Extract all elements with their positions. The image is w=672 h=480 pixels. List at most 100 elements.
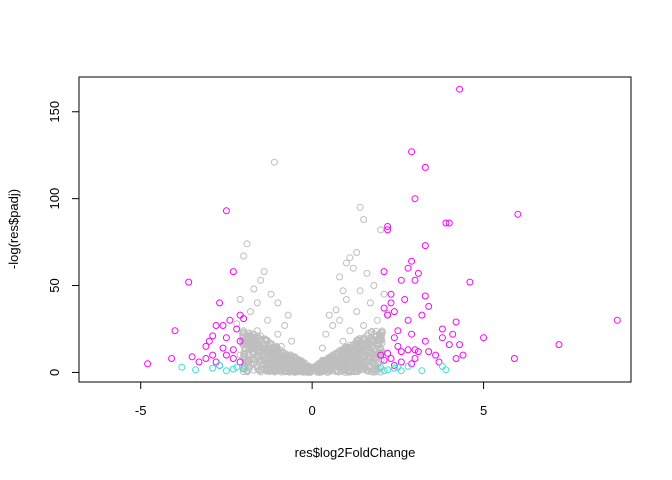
data-point-gray xyxy=(297,364,305,371)
data-point-magenta xyxy=(397,276,405,284)
data-point-gray xyxy=(315,362,323,369)
data-point-gray xyxy=(272,367,280,375)
data-point-gray xyxy=(373,316,381,324)
data-point-gray xyxy=(274,299,282,307)
data-point-magenta xyxy=(445,341,453,349)
data-point-cyan xyxy=(397,367,405,375)
data-point-magenta xyxy=(425,348,433,356)
data-point-gray xyxy=(363,332,371,340)
data-point-magenta xyxy=(384,349,392,357)
data-point-gray xyxy=(363,269,371,277)
data-point-gray xyxy=(271,361,279,369)
data-point-magenta xyxy=(411,195,419,203)
data-point-cyan xyxy=(233,363,241,371)
data-point-gray xyxy=(380,290,388,298)
data-point-gray xyxy=(243,240,251,248)
data-point-cyan xyxy=(394,363,402,371)
data-point-magenta xyxy=(411,346,419,354)
data-point-magenta xyxy=(171,327,179,335)
data-point-gray xyxy=(326,363,334,371)
data-point-gray xyxy=(360,216,368,223)
data-point-gray xyxy=(356,287,364,295)
data-point-magenta xyxy=(168,355,176,362)
data-point-cyan xyxy=(380,367,388,375)
data-point-magenta xyxy=(421,337,429,345)
data-point-gray xyxy=(373,364,381,372)
data-point-gray xyxy=(340,347,348,355)
data-point-cyan xyxy=(438,362,446,370)
y-tick-label: 0 xyxy=(47,369,62,376)
data-point-magenta xyxy=(438,334,446,342)
data-point-magenta xyxy=(212,358,220,366)
data-point-magenta xyxy=(456,341,464,349)
data-point-gray xyxy=(325,311,333,319)
data-point-gray xyxy=(260,268,268,276)
data-point-gray xyxy=(277,342,285,350)
data-point-gray xyxy=(264,366,271,374)
data-point-magenta xyxy=(459,351,467,359)
data-point-magenta xyxy=(222,351,230,359)
data-point-gray xyxy=(318,356,326,364)
data-point-gray xyxy=(253,327,261,335)
data-point-gray xyxy=(293,357,301,364)
data-point-magenta xyxy=(408,330,416,338)
data-point-cyan xyxy=(222,367,230,375)
data-point-gray xyxy=(306,368,314,376)
data-point-magenta xyxy=(411,276,419,284)
data-point-magenta xyxy=(456,85,464,93)
data-point-gray xyxy=(236,296,244,303)
data-point-magenta xyxy=(188,353,196,361)
data-point-gray xyxy=(288,337,296,345)
data-point-magenta xyxy=(390,334,398,342)
data-point-magenta xyxy=(384,223,392,230)
data-point-magenta xyxy=(216,299,224,307)
data-point-magenta xyxy=(397,358,405,366)
data-point-gray xyxy=(353,249,361,256)
data-point-magenta xyxy=(432,351,440,359)
data-point-magenta xyxy=(229,346,237,354)
data-point-magenta xyxy=(510,355,518,362)
data-point-gray xyxy=(257,348,265,356)
data-point-gray xyxy=(291,355,299,362)
data-point-gray xyxy=(250,285,258,293)
data-point-magenta xyxy=(449,330,457,338)
data-point-gray xyxy=(377,344,385,352)
data-point-magenta xyxy=(222,207,230,215)
data-point-gray xyxy=(287,353,295,361)
data-point-gray xyxy=(281,322,289,329)
data-point-gray xyxy=(236,351,244,359)
data-point-magenta xyxy=(404,264,412,272)
data-point-magenta xyxy=(380,268,388,276)
y-axis-title: -log(res$padj) xyxy=(6,189,21,269)
data-point-cyan xyxy=(209,364,217,372)
x-tick-label: 5 xyxy=(480,403,487,418)
data-point-magenta xyxy=(404,346,412,354)
data-point-gray xyxy=(269,353,277,360)
data-point-magenta xyxy=(205,337,213,345)
data-point-gray xyxy=(246,356,254,364)
data-point-magenta xyxy=(401,296,409,303)
data-point-magenta xyxy=(514,210,522,218)
data-point-magenta xyxy=(387,299,395,307)
x-tick-label: -5 xyxy=(135,403,147,418)
data-point-cyan xyxy=(442,366,450,374)
data-point-gray xyxy=(270,158,278,166)
data-point-magenta xyxy=(414,269,422,277)
data-point-gray xyxy=(353,308,361,316)
data-point-gray xyxy=(332,306,340,314)
data-point-gray xyxy=(341,366,349,374)
data-point-gray xyxy=(233,320,241,328)
data-point-gray xyxy=(363,367,371,375)
data-point-gray xyxy=(341,359,349,367)
data-point-magenta xyxy=(384,311,392,319)
data-point-magenta xyxy=(418,311,426,319)
data-point-gray xyxy=(294,364,301,372)
data-point-magenta xyxy=(236,337,244,345)
data-point-cyan xyxy=(418,367,426,375)
data-point-magenta xyxy=(408,148,416,156)
data-point-gray xyxy=(344,352,352,360)
data-point-magenta xyxy=(394,342,402,350)
data-point-gray xyxy=(349,362,357,370)
data-point-magenta xyxy=(219,322,227,329)
data-point-cyan xyxy=(240,365,248,373)
